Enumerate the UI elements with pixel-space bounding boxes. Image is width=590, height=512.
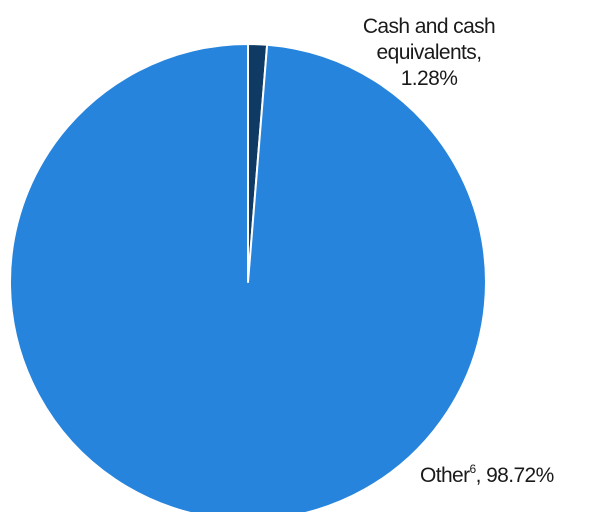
slice-label-other-footnote: 6 bbox=[469, 462, 477, 476]
slice-label-cash: Cash and cash equivalents, 1.28% bbox=[354, 14, 504, 92]
pie-slice-other bbox=[8, 43, 487, 512]
slice-label-other: Other6, 98.72% bbox=[420, 456, 554, 489]
slice-label-other-name: Other bbox=[420, 464, 470, 487]
slice-label-cash-line-3: 1.28% bbox=[400, 67, 458, 90]
slice-label-other-value: , 98.72% bbox=[475, 464, 555, 487]
slice-label-cash-line-1: Cash and cash bbox=[362, 15, 496, 38]
pie-slices bbox=[8, 43, 487, 512]
slice-label-cash-line-2: equivalents, bbox=[376, 41, 482, 64]
